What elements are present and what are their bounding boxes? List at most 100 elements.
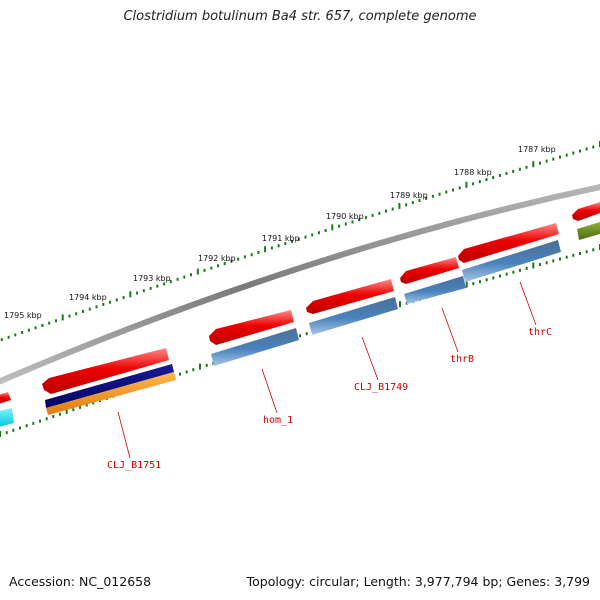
- minor-tick: [82, 309, 84, 313]
- minor-tick: [27, 328, 30, 332]
- major-tick: [65, 408, 68, 414]
- other-feature: [577, 222, 600, 240]
- minor-tick: [344, 222, 347, 226]
- minor-tick: [34, 326, 37, 330]
- tick-label: 1793 kbp: [133, 274, 171, 283]
- minor-tick: [391, 207, 394, 211]
- minor-tick: [445, 190, 448, 194]
- minor-tick: [183, 275, 186, 279]
- minor-tick: [156, 284, 159, 288]
- leader-line: [441, 307, 459, 353]
- minor-tick: [539, 161, 541, 165]
- trna-feature: [45, 364, 174, 408]
- cds-arrow: [458, 223, 559, 263]
- minor-tick: [472, 282, 475, 286]
- minor-tick: [492, 176, 495, 179]
- minor-tick: [190, 273, 192, 277]
- minor-tick: [277, 244, 280, 248]
- minor-tick: [512, 169, 515, 173]
- minor-tick: [479, 280, 481, 284]
- gene-arrow: [211, 328, 299, 366]
- minor-tick: [565, 153, 568, 157]
- minor-tick: [505, 272, 508, 276]
- minor-tick: [72, 408, 75, 412]
- minor-tick: [192, 368, 195, 372]
- major-tick: [61, 314, 64, 321]
- tick-label: 1790 kbp: [326, 212, 364, 221]
- minor-tick: [492, 276, 495, 280]
- minor-tick: [299, 334, 301, 338]
- minor-tick: [499, 274, 501, 278]
- feature-label-hom-1: hom_1: [263, 415, 293, 426]
- leader-line: [361, 336, 379, 381]
- minor-tick: [472, 182, 475, 186]
- major-tick: [199, 363, 201, 370]
- minor-tick: [203, 268, 206, 272]
- major-tick: [532, 262, 535, 269]
- minor-tick: [431, 194, 434, 198]
- minor-tick: [88, 307, 91, 311]
- tick-label: 1787 kbp: [518, 145, 556, 154]
- minor-tick: [52, 415, 55, 418]
- feature-label-thrc: thrC: [528, 327, 552, 338]
- minor-tick: [217, 264, 219, 268]
- minor-tick: [305, 332, 308, 336]
- minor-tick: [425, 196, 428, 200]
- minor-tick: [364, 216, 367, 220]
- label-leaders: [117, 281, 537, 459]
- minor-tick: [176, 277, 179, 281]
- map-title: Clostridium botulinum Ba4 str. 657, comp…: [123, 9, 477, 24]
- minor-tick: [41, 324, 44, 327]
- cds-arrow: [306, 279, 394, 314]
- minor-tick: [243, 255, 246, 259]
- minor-tick: [25, 424, 28, 428]
- feature-label-clj-b1749: CLJ_B1749: [354, 382, 408, 393]
- minor-tick: [210, 266, 213, 270]
- tick-label: 1789 kbp: [390, 191, 428, 200]
- minor-tick: [592, 248, 595, 252]
- minor-tick: [405, 203, 408, 207]
- minor-tick: [418, 199, 421, 202]
- minor-tick: [518, 167, 521, 171]
- feature-label-thrb: thrB: [450, 354, 474, 365]
- minor-tick: [592, 145, 595, 149]
- minor-tick: [250, 253, 253, 257]
- gene-arrow: [462, 240, 561, 282]
- minor-tick: [552, 157, 555, 161]
- tick-label: 1791 kbp: [262, 234, 300, 243]
- minor-tick: [579, 149, 581, 153]
- cds-arrow: [400, 257, 459, 284]
- minor-tick: [485, 278, 488, 282]
- minor-tick: [48, 321, 51, 325]
- major-tick: [196, 268, 199, 275]
- major-tick: [532, 161, 535, 168]
- minor-tick: [92, 401, 95, 405]
- minor-tick: [579, 252, 581, 255]
- tick-labels: 1787 kbp 1788 kbp 1789 kbp 1790 kbp 1791…: [4, 145, 556, 320]
- minor-tick: [75, 312, 78, 316]
- minor-tick: [505, 171, 508, 175]
- genome-summary-text: Topology: circular; Length: 3,977,794 bp…: [246, 574, 590, 589]
- minor-tick: [572, 151, 575, 155]
- tick-label: 1795 kbp: [4, 311, 42, 320]
- minor-tick: [185, 370, 188, 374]
- minor-tick: [284, 242, 287, 246]
- minor-tick: [39, 419, 41, 423]
- minor-tick: [122, 296, 125, 300]
- minor-tick: [223, 262, 226, 266]
- leader-line: [261, 368, 278, 414]
- gene-track: [0, 222, 600, 427]
- gene-arrow: [309, 297, 398, 335]
- feature-labels: CLJ_B1751 hom_1 CLJ_B1749 thrB thrC: [107, 327, 552, 471]
- major-tick: [399, 301, 401, 308]
- minor-tick: [85, 403, 88, 407]
- major-tick: [398, 202, 401, 209]
- minor-tick: [338, 224, 341, 228]
- minor-tick: [411, 201, 414, 205]
- misc-feature: [46, 372, 176, 415]
- minor-tick: [12, 428, 15, 432]
- minor-tick: [438, 192, 441, 196]
- cds-arrow: [42, 348, 169, 394]
- minor-tick: [257, 251, 260, 254]
